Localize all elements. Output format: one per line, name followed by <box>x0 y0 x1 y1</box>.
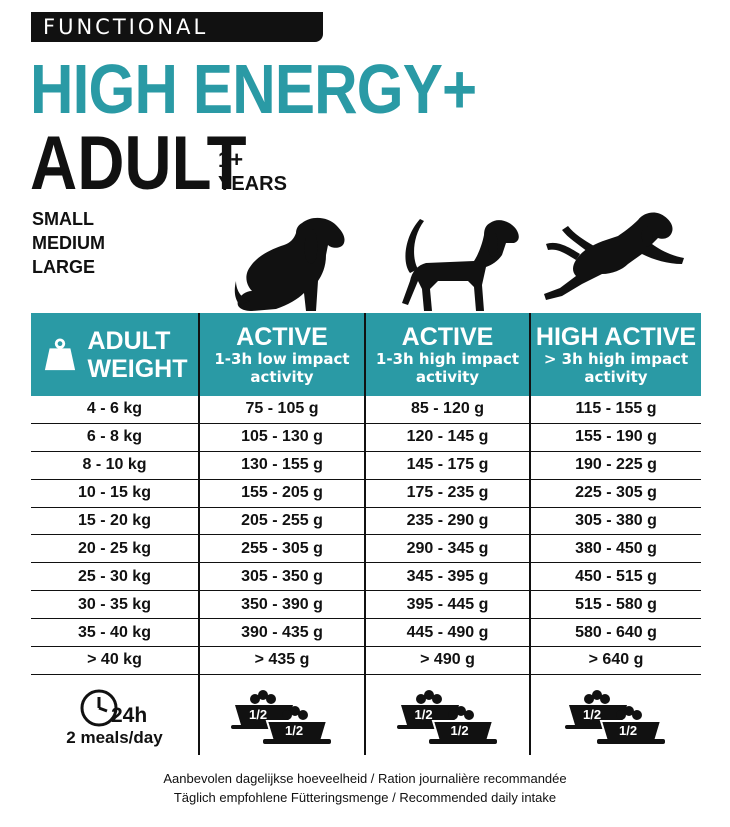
weight-cell: 15 - 20 kg <box>31 507 200 536</box>
portion-cell: 115 - 155 g <box>529 396 701 424</box>
table-row: 10 - 15 kg 155 - 205 g 175 - 235 g 225 - 30… <box>31 479 701 508</box>
footer-line-1: Aanbevolen dagelijkse hoeveelheid / Rati… <box>163 771 567 786</box>
portion-cell: 235 - 290 g <box>364 507 531 536</box>
portion-cell: 345 - 395 g <box>364 562 531 592</box>
header-active-high: ACTIVE 1-3h high impact activity <box>364 313 531 396</box>
portion-cell: 290 - 345 g <box>364 534 531 564</box>
header-subtitle: > 3h high impact <box>543 349 689 368</box>
size-large: LARGE <box>32 257 95 277</box>
meals-per-day: 2 meals/day <box>66 727 163 747</box>
weight-cell: > 40 kg <box>31 646 200 675</box>
table-row: 6 - 8 kg 105 - 130 g 120 - 145 g 155 - 190 … <box>31 423 701 452</box>
clock-24h-icon <box>80 689 118 727</box>
dog-sizes: SMALL MEDIUM LARGE <box>32 207 105 279</box>
portion-cell: 445 - 490 g <box>364 618 531 648</box>
portion-cell: 75 - 105 g <box>198 396 366 424</box>
portion-cell: 255 - 305 g <box>198 534 366 564</box>
bowl-cell: 1/2 1/2 <box>364 674 531 755</box>
portion-cell: 120 - 145 g <box>364 423 531 452</box>
portion-cell: 130 - 155 g <box>198 451 366 480</box>
jumping-dog-icon <box>544 212 684 300</box>
portion-cell: 350 - 390 g <box>198 590 366 620</box>
product-title: HIGH ENERGY+ <box>30 50 477 128</box>
food-bowl-icon <box>565 689 665 744</box>
header-title: ACTIVE <box>401 322 494 351</box>
footer-line-2: Täglich empfohlene Fütteringsmenge / Rec… <box>173 790 557 805</box>
table-row: 15 - 20 kg 205 - 255 g 235 - 290 g 305 - 38… <box>31 507 701 536</box>
size-small: SMALL <box>32 209 94 229</box>
table-row: 30 - 35 kg 350 - 390 g 395 - 445 g 515 - 58… <box>31 590 701 620</box>
bowl-label: 1/2 <box>285 722 304 738</box>
portion-cell: 205 - 255 g <box>198 507 366 536</box>
weight-cell: 35 - 40 kg <box>31 618 200 648</box>
sitting-dog-icon <box>234 217 345 311</box>
size-medium: MEDIUM <box>32 233 105 253</box>
bowl-cell: 1/2 1/2 <box>198 674 366 755</box>
weight-cell: 8 - 10 kg <box>31 451 200 480</box>
weight-cell: 25 - 30 kg <box>31 562 200 592</box>
weight-cell: 10 - 15 kg <box>31 479 200 508</box>
meals-row: 24h 2 meals/day 1/2 1/2 1/2 1/2 1/2 1/2 <box>31 674 701 755</box>
portion-cell: 450 - 515 g <box>529 562 701 592</box>
portion-cell: > 490 g <box>364 646 531 675</box>
bowl-label: 1/2 <box>249 706 268 722</box>
portion-cell: 155 - 205 g <box>198 479 366 508</box>
bowl-cell: 1/2 1/2 <box>529 674 701 755</box>
age-unit: YEARS <box>218 173 287 195</box>
header-high-active: HIGH ACTIVE > 3h high impact activity <box>529 313 701 396</box>
weight-cell: 6 - 8 kg <box>31 423 200 452</box>
weight-cell: 30 - 35 kg <box>31 590 200 620</box>
portion-cell: 305 - 350 g <box>198 562 366 592</box>
weight-cell: 20 - 25 kg <box>31 534 200 564</box>
bowl-label: 1/2 <box>450 722 469 738</box>
feeding-table: ADULT WEIGHT ACTIVE 1-3h low impact acti… <box>31 313 701 755</box>
product-subtitle: ADULT <box>30 121 247 206</box>
meals-cell: 24h 2 meals/day <box>31 674 200 755</box>
header-title: HIGH ACTIVE <box>535 322 697 351</box>
header-subtitle: activity <box>415 367 480 386</box>
bowl-label: 1/2 <box>414 706 433 722</box>
table-row: 4 - 6 kg 75 - 105 g 85 - 120 g 115 - 155 g <box>31 396 701 424</box>
header-weight-label: ADULT WEIGHT <box>87 326 188 383</box>
header-weight: ADULT WEIGHT <box>31 313 200 396</box>
bowl-label: 1/2 <box>619 722 638 738</box>
portion-cell: 175 - 235 g <box>364 479 531 508</box>
clock-label: 24h <box>111 703 148 727</box>
portion-cell: 145 - 175 g <box>364 451 531 480</box>
header-subtitle: 1-3h high impact <box>375 349 520 368</box>
portion-cell: 155 - 190 g <box>529 423 701 452</box>
table-row: 25 - 30 kg 305 - 350 g 345 - 395 g 450 - 51… <box>31 562 701 592</box>
header-active-low: ACTIVE 1-3h low impact activity <box>198 313 366 396</box>
age-number: 1+ <box>218 147 244 172</box>
portion-cell: 305 - 380 g <box>529 507 701 536</box>
portion-cell: 395 - 445 g <box>364 590 531 620</box>
portion-cell: 105 - 130 g <box>198 423 366 452</box>
standing-dog-icon <box>402 219 519 311</box>
portion-cell: 85 - 120 g <box>364 396 531 424</box>
portion-cell: 190 - 225 g <box>529 451 701 480</box>
table-row: 35 - 40 kg 390 - 435 g 445 - 490 g 580 - 64… <box>31 618 701 648</box>
header-subtitle: activity <box>584 367 648 386</box>
portion-cell: > 640 g <box>529 646 701 675</box>
table-row: 8 - 10 kg 130 - 155 g 145 - 175 g 190 - 225… <box>31 451 701 480</box>
bowl-label: 1/2 <box>583 706 602 722</box>
age-label: 1+ YEARS <box>218 148 287 196</box>
portion-cell: 580 - 640 g <box>529 618 701 648</box>
portion-cell: 380 - 450 g <box>529 534 701 564</box>
table-row: 20 - 25 kg 255 - 305 g 290 - 345 g 380 - 45… <box>31 534 701 564</box>
food-bowl-icon <box>396 689 497 744</box>
table-row: > 40 kg > 435 g > 490 g > 640 g <box>31 646 701 675</box>
header-subtitle: 1-3h low impact <box>214 349 350 368</box>
header-subtitle: activity <box>250 367 314 386</box>
portion-cell: 225 - 305 g <box>529 479 701 508</box>
category-badge: FUNCTIONAL <box>31 12 323 42</box>
weight-cell: 4 - 6 kg <box>31 396 200 424</box>
portion-cell: 515 - 580 g <box>529 590 701 620</box>
weight-kg-icon <box>44 337 75 370</box>
portion-cell: > 435 g <box>198 646 366 675</box>
header-title: ACTIVE <box>236 322 328 351</box>
portion-cell: 390 - 435 g <box>198 618 366 648</box>
food-bowl-icon <box>231 689 331 744</box>
table-header-row: ADULT WEIGHT ACTIVE 1-3h low impact acti… <box>31 313 701 396</box>
